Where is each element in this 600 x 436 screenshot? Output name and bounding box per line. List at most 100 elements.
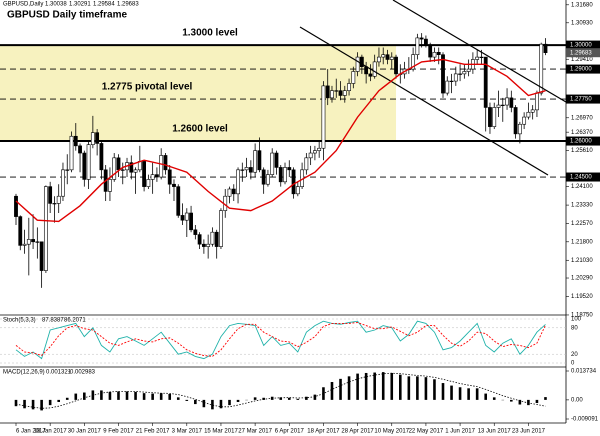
stoch-name: Stoch(5,3,3) [3, 318, 36, 324]
macd-bar [48, 399, 52, 406]
candle-body [479, 56, 484, 58]
current-price-box [566, 48, 600, 58]
candle-body [488, 107, 492, 127]
macd-bar [510, 399, 513, 402]
macd-bar [65, 397, 69, 400]
x-tick-label: 18 Apr 2017 [307, 429, 340, 435]
current-price: 1.29683 [570, 50, 592, 56]
candle-body [492, 107, 497, 127]
highlight-zone [0, 45, 397, 142]
macd-bar [416, 376, 419, 400]
y-tick-label: 1.26370 [571, 130, 593, 136]
candle-body [39, 241, 44, 271]
macd-bar [339, 378, 342, 400]
x-tick-label: 22 May 2017 [409, 429, 444, 435]
candle-body [201, 243, 206, 247]
x-tick-label: 30 Jan 2017 [68, 429, 102, 435]
macd-bar [433, 379, 436, 400]
candle-body [108, 179, 112, 192]
x-tick-label: 28 Apr 2017 [341, 429, 374, 435]
candles-layer [14, 33, 548, 288]
candle-body [214, 231, 219, 247]
trendline [299, 26, 549, 176]
macd-hist-value: 0.001321 [46, 370, 72, 376]
candle-body [189, 212, 193, 231]
macd-bar [484, 393, 487, 400]
candle-body [385, 54, 390, 60]
macd-bar [134, 391, 137, 400]
x-tick-label: 23 Jun 2017 [512, 429, 546, 435]
candle-body [227, 188, 232, 197]
candle-body [274, 152, 279, 168]
candle-body [22, 243, 27, 246]
candle-body [120, 169, 125, 171]
candle-body [304, 157, 309, 171]
macd-bar [475, 388, 479, 400]
candle-body [73, 135, 78, 147]
candle-body [99, 143, 104, 171]
candle-body [270, 152, 275, 175]
candle-body [355, 56, 360, 72]
candle-body [61, 169, 65, 197]
candle-body [253, 150, 258, 173]
macd-bar [279, 397, 283, 400]
x-tick-label: 15 Mar 2017 [204, 429, 238, 435]
candle-body [133, 169, 138, 173]
candle-body [163, 155, 168, 171]
zone-layer [0, 45, 397, 142]
candle-body [244, 167, 249, 171]
candle-body [312, 150, 317, 154]
macd-bar [467, 388, 470, 400]
y-tick-label: 1.23330 [571, 203, 593, 209]
candle-body [535, 92, 539, 111]
macd-name: MACD(12,26,9) [3, 370, 45, 376]
candle-body [526, 111, 531, 118]
x-tick-label: 27 Mar 2017 [238, 429, 272, 435]
stoch-signal-value: 86.2071 [64, 318, 86, 324]
macd-bar [228, 399, 231, 406]
candle-body [496, 104, 501, 108]
y-tick-label: 1.20290 [571, 276, 593, 282]
macd-tick-label: 0.00 [571, 397, 583, 403]
y-tick-label: 1.26970 [571, 115, 593, 121]
stoch-tick-label: 0 [571, 361, 575, 367]
macd-bar [74, 393, 78, 400]
stoch-main [15, 320, 546, 360]
macd-bar [390, 372, 394, 400]
candle-body [419, 37, 424, 40]
macd-bar [14, 399, 18, 407]
macd-bar [219, 399, 223, 409]
chart-title: GBPUSD Daily timeframe [7, 10, 127, 21]
macd-bar [518, 399, 522, 405]
macd-bar [117, 391, 120, 400]
candle-body [48, 186, 53, 204]
candle-body [453, 73, 458, 82]
candle-body [210, 231, 215, 245]
macd-bar [159, 393, 163, 400]
candle-body [466, 68, 471, 72]
level-label: 1.27750 [570, 97, 592, 103]
x-tick-label: 6 Jan 2017 [16, 429, 46, 435]
candle-body [445, 80, 450, 94]
candle-body [317, 147, 322, 151]
macd-signal [15, 372, 546, 409]
candle-body [56, 195, 61, 204]
macd-bar [125, 391, 129, 400]
candle-body [291, 169, 296, 195]
candle-body [334, 90, 339, 92]
candle-body [266, 174, 270, 185]
x-tick-label: 21 Feb 2017 [136, 429, 170, 435]
candle-body [180, 215, 185, 221]
level-label-box [566, 64, 600, 74]
candle-body [415, 37, 420, 55]
y-tick-label: 1.25610 [571, 148, 593, 154]
trendline [392, 0, 567, 103]
candle-body [342, 90, 347, 96]
candle-body [248, 167, 253, 173]
macd-bar [305, 396, 308, 400]
macd-bar [262, 397, 265, 400]
candle-body [308, 152, 313, 159]
candle-body [278, 167, 283, 183]
